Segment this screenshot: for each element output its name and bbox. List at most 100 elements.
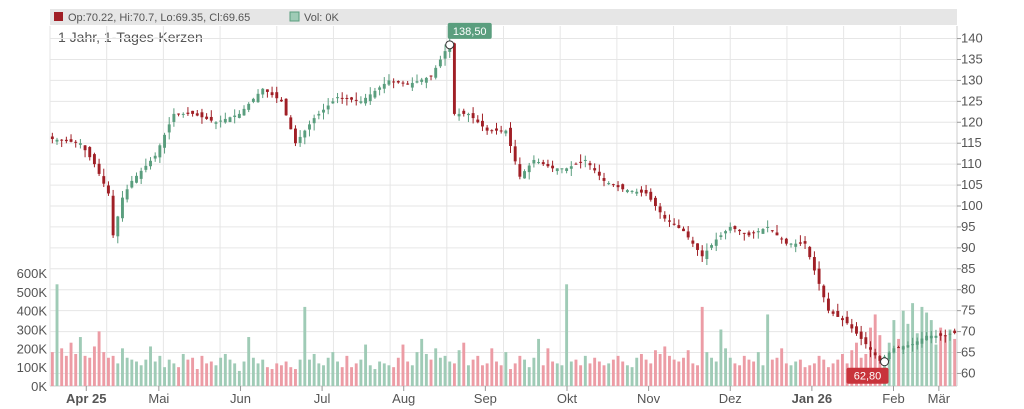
volume-bar	[621, 361, 625, 386]
date-tick-label: Mai	[148, 391, 169, 406]
volume-bar	[948, 329, 952, 386]
volume-bar	[177, 367, 181, 386]
candle-body	[457, 113, 461, 117]
date-tick-label: Jul	[314, 391, 331, 406]
date-tick-label: Sep	[474, 391, 497, 406]
price-tick-label: 80	[961, 282, 975, 297]
candle-body	[803, 241, 807, 244]
date-tick-label: Nov	[637, 391, 661, 406]
low-marker-label: 62,80	[854, 371, 882, 383]
candle-body	[826, 298, 830, 311]
low-marker-dot	[880, 357, 890, 367]
candle-body	[350, 97, 354, 100]
candle-body	[219, 120, 223, 122]
candle-body	[322, 109, 325, 113]
volume-bar	[83, 355, 87, 386]
price-tick-label: 65	[961, 345, 975, 360]
candle-body	[574, 163, 578, 165]
price-tick-label: 140	[961, 31, 983, 46]
volume-bar	[499, 365, 503, 386]
candle-body	[420, 79, 424, 82]
chart-subtitle: 1 Jahr, 1-Tages-Kerzen	[58, 29, 203, 45]
volume-bar	[812, 363, 816, 386]
candle-body	[546, 163, 550, 167]
volume-bar	[663, 346, 667, 386]
candle-body	[261, 88, 265, 95]
candle-body	[64, 139, 68, 142]
candle-body	[630, 190, 634, 192]
volume-bar	[817, 355, 821, 386]
candle-body	[668, 220, 671, 222]
candle-body	[677, 225, 681, 228]
volume-bar	[410, 365, 414, 386]
volume-bar	[887, 342, 891, 386]
candle-body	[429, 75, 433, 77]
volume-bar	[359, 359, 363, 386]
candle-body	[798, 242, 802, 244]
candle-body	[719, 235, 723, 238]
candle-body	[214, 122, 218, 124]
volume-bar	[401, 344, 405, 386]
candle-body	[920, 338, 924, 344]
volume-bar	[354, 363, 358, 386]
volume-bar	[579, 365, 583, 386]
candle-body	[541, 162, 545, 165]
volume-bar	[831, 363, 835, 386]
volume-bar	[340, 367, 344, 386]
volume-bar	[443, 355, 447, 386]
candle-body	[452, 43, 456, 114]
candle-body	[485, 127, 489, 131]
candle-body	[850, 324, 854, 329]
date-tick-label: Apr 25	[66, 391, 106, 406]
candle-body	[294, 128, 297, 144]
candle-body	[789, 243, 793, 245]
candle-body	[808, 246, 812, 258]
candle-body	[869, 347, 872, 350]
legend-bar	[50, 9, 957, 25]
date-tick-label: Dez	[719, 391, 742, 406]
candle-body	[111, 195, 115, 236]
volume-bar	[906, 323, 910, 386]
candle-body	[859, 331, 863, 339]
candle-body	[116, 216, 120, 237]
volume-bar	[700, 306, 704, 386]
volume-bar	[766, 314, 770, 386]
volume-bar	[602, 365, 606, 386]
volume-bar	[611, 359, 615, 386]
volume-bar	[265, 367, 269, 386]
volume-bar	[438, 357, 442, 386]
date-tick-label: Aug	[392, 391, 415, 406]
candle-body	[69, 139, 73, 142]
candle-body	[747, 232, 751, 236]
volume-bar	[616, 355, 620, 386]
volume-bar	[312, 353, 316, 386]
candle-body	[233, 115, 237, 118]
date-axis: Apr 25 Mai Jun Jul Aug Sep Okt Nov Dez Jan 26 Feb M…	[66, 386, 951, 406]
volume-bar	[106, 357, 110, 386]
volume-bar	[565, 284, 569, 386]
candle-body	[579, 161, 583, 163]
volume-bar	[406, 361, 410, 386]
volume-tick-label: 0K	[31, 379, 47, 394]
candle-body	[700, 250, 704, 257]
candle-body	[387, 80, 391, 85]
candle-body	[943, 335, 947, 337]
candle-body	[569, 166, 573, 169]
volume-bar	[649, 363, 653, 386]
candle-body	[780, 238, 784, 240]
volume-bar	[378, 361, 382, 386]
candle-body	[878, 356, 882, 361]
candle-body	[60, 139, 64, 141]
candle-body	[275, 92, 279, 99]
candle-body	[639, 189, 643, 193]
volume-bar	[191, 357, 195, 386]
candle-body	[415, 81, 419, 83]
candle-body	[186, 112, 190, 114]
volume-bar	[822, 359, 826, 386]
candle-body	[317, 113, 321, 116]
volume-bar	[256, 363, 260, 386]
candle-body	[794, 243, 798, 247]
candle-body	[438, 59, 442, 67]
candle-body	[490, 130, 494, 132]
price-tick-label: 125	[961, 93, 983, 108]
